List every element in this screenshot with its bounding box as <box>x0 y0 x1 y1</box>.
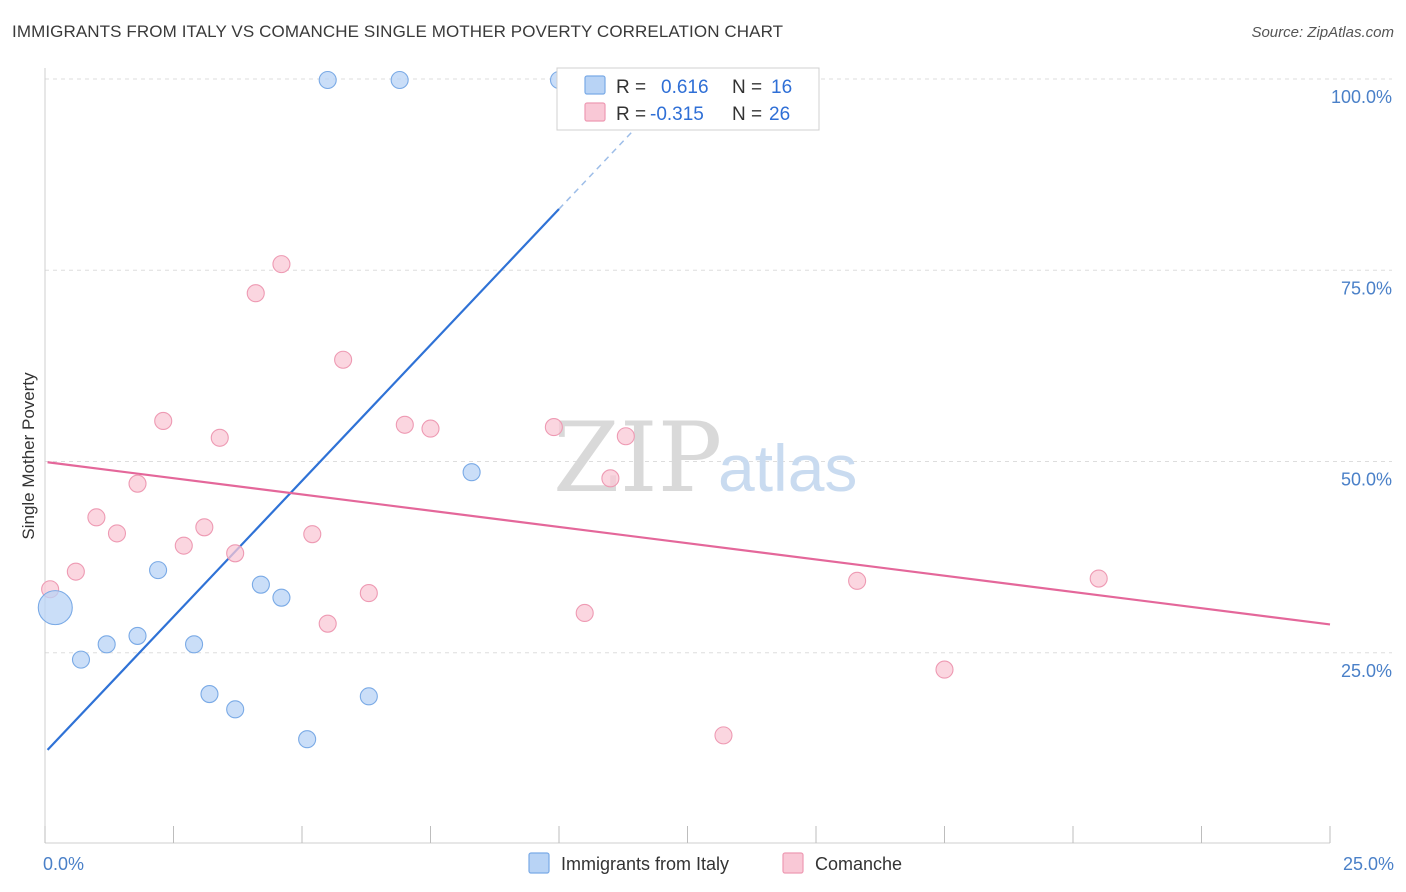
legend-italy-r-label: R = <box>616 77 646 98</box>
italy-point <box>359 687 378 706</box>
italy-point <box>200 685 219 704</box>
legend-italy-swatch <box>584 75 606 95</box>
series-legend: Immigrants from Italy Comanche <box>528 852 902 874</box>
bottom-legend-italy-label[interactable]: Immigrants from Italy <box>561 854 729 874</box>
legend-comanche-r-value: -0.315 <box>650 104 704 125</box>
italy-point <box>71 650 91 669</box>
comanche-point <box>66 562 85 581</box>
comanche-point <box>303 525 322 544</box>
comanche-point <box>87 508 106 527</box>
comanche-point <box>318 614 337 633</box>
italy-trendline <box>46 208 560 751</box>
bottom-legend-comanche-swatch[interactable] <box>782 852 804 874</box>
italy-point <box>149 561 168 580</box>
italy-point <box>128 626 147 645</box>
italy-point <box>97 635 116 654</box>
italy-point <box>226 700 245 719</box>
legend-comanche-swatch <box>584 102 606 122</box>
comanche-point <box>616 427 635 446</box>
x-tick-label-min: 0.0% <box>43 854 84 874</box>
y-axis-label: Single Mother Poverty <box>19 372 38 540</box>
legend-italy-n-value: 16 <box>771 77 792 98</box>
comanche-point <box>128 474 147 493</box>
chart-title: IMMIGRANTS FROM ITALY VS COMANCHE SINGLE… <box>12 22 784 41</box>
italy-point <box>251 575 270 594</box>
legend-comanche-n-value: 26 <box>769 104 790 125</box>
italy-point <box>185 635 204 654</box>
y-tick-label-25: 25.0% <box>1341 661 1392 681</box>
comanche-point <box>575 603 594 623</box>
comanche-point <box>226 544 245 563</box>
comanche-point <box>421 419 440 438</box>
legend-comanche-n-label: N = <box>732 104 762 125</box>
comanche-point <box>848 571 867 590</box>
comanche-trendline <box>47 461 1331 626</box>
watermark: ZIP atlas <box>553 402 857 514</box>
comanche-point <box>359 584 378 603</box>
watermark-atlas-text: atlas <box>718 431 857 505</box>
italy-point <box>272 588 291 607</box>
axis-layer: 25.0% 50.0% 75.0% 100.0% 0.0% 25.0% <box>43 68 1394 874</box>
comanche-point <box>272 255 291 274</box>
y-tick-label-100: 100.0% <box>1331 87 1392 107</box>
comanche-point <box>395 415 414 434</box>
italy-point <box>318 70 337 90</box>
comanche-point <box>174 536 193 555</box>
comanche-point <box>154 411 173 431</box>
comanche-point <box>195 518 214 537</box>
comanche-point <box>544 418 563 437</box>
comanche-point <box>246 284 265 303</box>
correlation-legend: R = 0.616 N = 16 R = -0.315 N = 26 <box>556 67 820 131</box>
comanche-point <box>601 469 620 488</box>
comanche-point <box>334 350 353 369</box>
comanche-point <box>935 660 954 679</box>
legend-comanche-r-label: R = <box>616 104 646 125</box>
legend-italy-r-value: 0.616 <box>661 77 709 98</box>
comanche-point <box>714 726 733 745</box>
data-points <box>37 70 1108 749</box>
italy-point <box>390 70 409 90</box>
chart-source: Source: ZipAtlas.com <box>1251 24 1394 41</box>
watermark-zip-text: ZIP <box>553 402 722 514</box>
comanche-point <box>210 428 229 447</box>
legend-italy-n-label: N = <box>732 77 762 98</box>
comanche-point <box>1089 569 1108 588</box>
bottom-legend-comanche-label[interactable]: Comanche <box>815 854 902 874</box>
y-tick-label-50: 50.0% <box>1341 470 1392 490</box>
comanche-point <box>107 524 127 543</box>
italy-point <box>298 730 317 749</box>
y-tick-label-75: 75.0% <box>1341 278 1392 298</box>
bottom-legend-italy-swatch[interactable] <box>528 852 550 874</box>
italy-point <box>37 590 73 626</box>
italy-point <box>462 463 481 482</box>
x-tick-label-max: 25.0% <box>1343 854 1394 874</box>
grid-layer <box>45 78 1392 654</box>
